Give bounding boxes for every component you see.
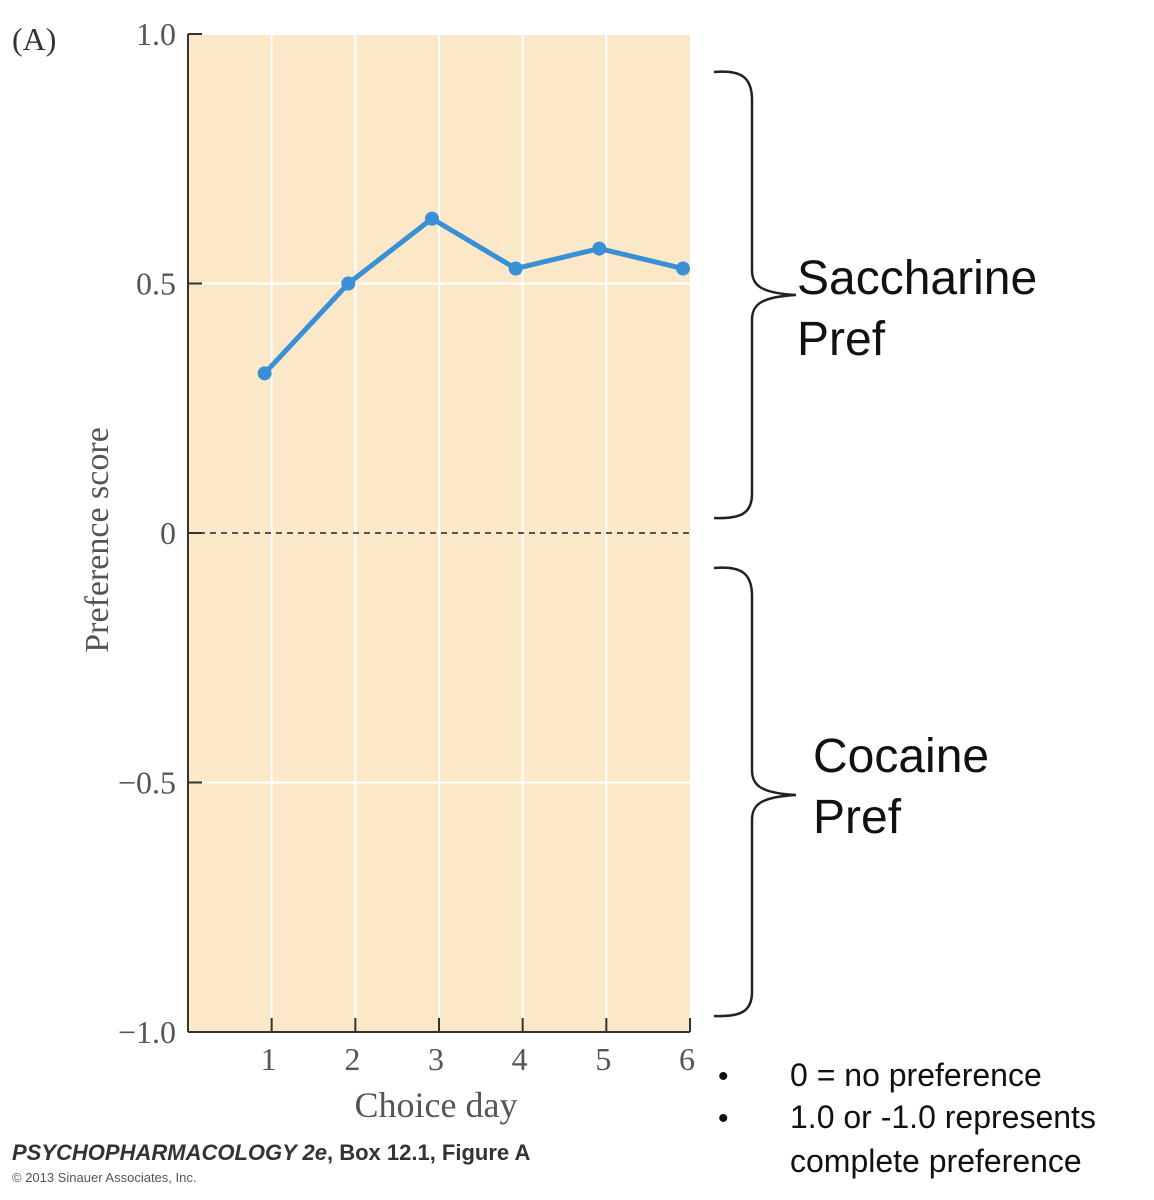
upper-brace [713, 70, 797, 520]
axes [187, 33, 691, 1033]
note-2: 1.0 or -1.0 represents [790, 1099, 1096, 1135]
y-tick-labels: 1.0 0.5 0 −0.5 −1.0 [118, 16, 176, 1050]
note-bullet-1: • [718, 1060, 729, 1093]
data-point [508, 261, 523, 276]
cocaine-label: Cocaine [813, 730, 989, 783]
x-tick-label: 4 [512, 1041, 528, 1077]
x-axis-label: Choice day [355, 1085, 518, 1125]
cocaine-pref-label: Pref [813, 791, 902, 844]
y-tick-label: −1.0 [118, 1014, 176, 1050]
y-tick-label: 0.5 [136, 266, 176, 302]
x-tick-label: 6 [679, 1041, 695, 1077]
panel-label: (A) [12, 21, 56, 57]
y-tick-label: 0 [160, 515, 176, 551]
copyright-line: © 2013 Sinauer Associates, Inc. [12, 1170, 196, 1185]
saccharine-label: Saccharine [797, 252, 1037, 305]
note-3: complete preference [790, 1143, 1082, 1179]
series-line [262, 216, 684, 376]
data-point [676, 261, 690, 276]
y-tick-label: −0.5 [118, 765, 176, 801]
saccharine-pref-label: Pref [797, 313, 886, 366]
x-tick-label: 3 [428, 1041, 444, 1077]
x-tick-label: 1 [261, 1041, 277, 1077]
credit-rest: , Box 12.1, Figure A [327, 1140, 530, 1165]
x-tick-labels: 1 2 3 4 5 6 [261, 1041, 695, 1077]
data-point [257, 366, 272, 381]
credit-line: PSYCHOPHARMACOLOGY 2e, Box 12.1, Figure … [12, 1140, 530, 1165]
data-points [257, 211, 690, 381]
credit-title: PSYCHOPHARMACOLOGY 2e [12, 1140, 327, 1165]
x-tick-label: 2 [344, 1041, 360, 1077]
note-1: 0 = no preference [790, 1057, 1042, 1093]
y-tick-label: 1.0 [136, 16, 176, 52]
x-tick-label: 5 [595, 1041, 611, 1077]
data-point [592, 241, 607, 256]
note-bullet-2: • [718, 1102, 729, 1135]
data-point [425, 211, 439, 226]
data-point [341, 276, 356, 291]
lower-brace [713, 566, 797, 1018]
y-axis-label: Preference score [79, 427, 116, 653]
